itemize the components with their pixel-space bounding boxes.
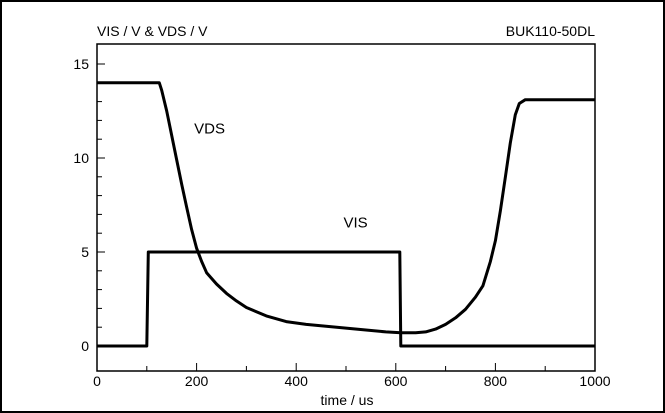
axis-ticks: 0 200 400 600 800 1000 0 5 10 15 — [73, 56, 610, 389]
x-tick-label: 0 — [93, 373, 101, 389]
x-tick-label: 400 — [285, 373, 309, 389]
series-line-vds — [97, 81, 595, 335]
x-tick-label: 800 — [484, 373, 508, 389]
y-tick-label: 0 — [81, 338, 89, 354]
x-tick-label: 200 — [185, 373, 209, 389]
annotation-vds: VDS — [194, 121, 225, 138]
annotation-vis: VIS — [344, 215, 368, 232]
y-tick-label: 10 — [73, 150, 89, 166]
chart-title-right: BUK110-50DL — [506, 23, 595, 39]
x-axis-label: time / us — [321, 392, 374, 408]
x-tick-label: 600 — [384, 373, 408, 389]
chart-title-left: VIS / V & VDS / V — [97, 23, 208, 39]
y-tick-label: 15 — [73, 56, 89, 72]
x-tick-label: 1000 — [579, 373, 610, 389]
annotations: VDS VIS — [194, 121, 368, 232]
series-line-vis — [97, 250, 595, 348]
y-tick-label: 5 — [81, 244, 89, 260]
series-layer — [97, 81, 595, 348]
